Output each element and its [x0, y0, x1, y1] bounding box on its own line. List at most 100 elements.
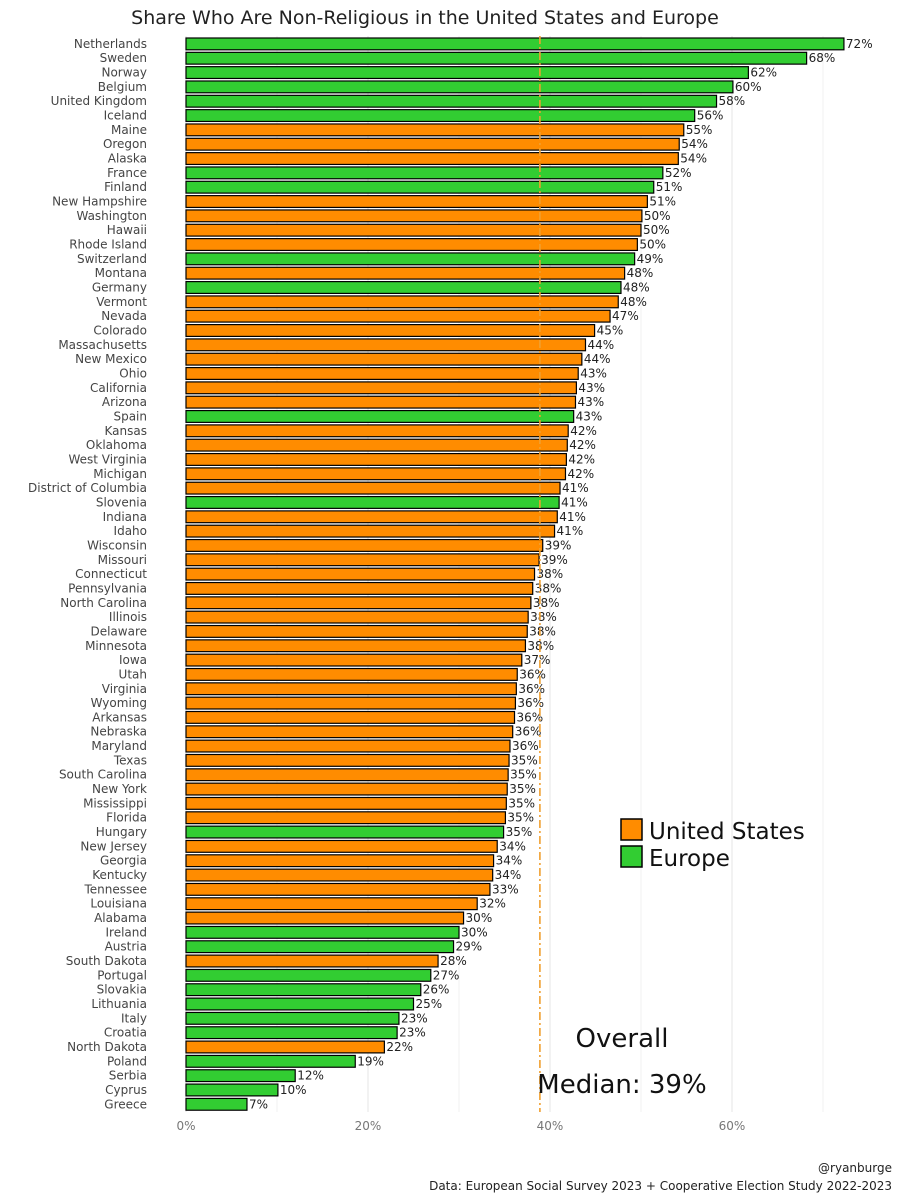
category-label: Oklahoma	[86, 438, 147, 452]
value-label: 35%	[510, 768, 537, 782]
category-label: Lithuania	[91, 997, 147, 1011]
bar	[185, 338, 587, 352]
x-tick-label: 0%	[176, 1119, 195, 1133]
category-label: Vermont	[96, 295, 147, 309]
category-label: Virginia	[102, 682, 147, 696]
value-label: 35%	[511, 753, 538, 767]
category-label: Florida	[106, 811, 147, 825]
category-label: Spain	[113, 409, 147, 423]
bar	[185, 940, 455, 954]
category-label: Louisiana	[90, 897, 147, 911]
value-label: 7%	[249, 1097, 268, 1111]
category-label: Indiana	[103, 510, 147, 524]
value-label: 41%	[559, 510, 586, 524]
value-label: 38%	[537, 567, 564, 581]
bar	[185, 438, 568, 452]
bar	[185, 209, 643, 223]
category-label: Hawaii	[107, 223, 147, 237]
category-label: New York	[92, 782, 147, 796]
caption-source: Data: European Social Survey 2023 + Coop…	[429, 1179, 892, 1193]
value-label: 42%	[569, 438, 596, 452]
bar	[185, 653, 523, 667]
category-label: Serbia	[109, 1069, 147, 1083]
x-axis-ticks: 0% 20% 40% 60%	[176, 1119, 745, 1133]
value-label: 50%	[639, 238, 666, 252]
value-label: 10%	[280, 1083, 307, 1097]
value-label: 47%	[612, 309, 639, 323]
bar	[185, 839, 498, 853]
bar	[185, 1097, 248, 1111]
value-label: 35%	[507, 811, 534, 825]
bars	[185, 37, 845, 1111]
category-label: North Carolina	[60, 596, 147, 610]
value-label: 42%	[570, 424, 597, 438]
bar	[185, 1040, 385, 1054]
bar	[185, 710, 516, 724]
bar	[185, 610, 529, 624]
value-label: 68%	[809, 51, 836, 65]
category-label: Connecticut	[75, 567, 147, 581]
value-label: 38%	[533, 596, 560, 610]
category-label: Massachusetts	[58, 338, 147, 352]
value-label: 41%	[557, 524, 584, 538]
category-label: Poland	[107, 1054, 147, 1068]
bar	[185, 596, 532, 610]
category-label: Portugal	[97, 968, 147, 982]
bar	[185, 51, 808, 65]
bar	[185, 796, 507, 810]
category-label: Sweden	[100, 51, 147, 65]
value-label: 23%	[401, 1011, 428, 1025]
value-label: 58%	[719, 94, 746, 108]
bar	[185, 467, 567, 481]
bar	[185, 682, 517, 696]
value-label: 43%	[580, 366, 607, 380]
value-label: 51%	[656, 180, 683, 194]
value-label: 45%	[597, 324, 624, 338]
bar	[185, 238, 638, 252]
category-label: Nevada	[101, 309, 147, 323]
value-label: 28%	[440, 954, 467, 968]
bar	[185, 524, 556, 538]
bar	[185, 166, 664, 180]
value-label: 62%	[750, 66, 777, 80]
bar	[185, 911, 465, 925]
bar	[185, 366, 579, 380]
bar	[185, 997, 415, 1011]
value-label: 48%	[620, 295, 647, 309]
bar	[185, 696, 517, 710]
value-label: 36%	[519, 667, 546, 681]
category-label: Slovenia	[96, 495, 147, 509]
category-label: Michigan	[93, 467, 147, 481]
bar	[185, 281, 622, 295]
value-label: 32%	[479, 897, 506, 911]
value-label: 39%	[545, 538, 572, 552]
legend-label-united-states: United States	[649, 819, 805, 845]
value-label: 38%	[529, 624, 556, 638]
category-label: Ohio	[119, 366, 147, 380]
bar	[185, 753, 510, 767]
category-label: Austria	[105, 940, 147, 954]
value-label: 51%	[649, 195, 676, 209]
category-label: New Mexico	[75, 352, 147, 366]
category-label: Switzerland	[77, 252, 147, 266]
category-label: Nebraska	[90, 725, 147, 739]
value-label: 36%	[518, 682, 545, 696]
value-label: 12%	[297, 1069, 324, 1083]
bar	[185, 567, 536, 581]
category-label: Minnesota	[85, 639, 147, 653]
bar	[185, 1054, 356, 1068]
category-label: New Jersey	[80, 839, 147, 853]
value-label: 37%	[524, 653, 551, 667]
value-label: 56%	[697, 109, 724, 123]
bar	[185, 897, 478, 911]
category-label: Slovakia	[97, 983, 147, 997]
value-label: 42%	[568, 452, 595, 466]
category-label: Mississippi	[83, 796, 147, 810]
category-label: Illinois	[109, 610, 147, 624]
bar	[185, 352, 583, 366]
category-label: Belgium	[98, 80, 147, 94]
category-label: Tennessee	[83, 882, 147, 896]
bar	[185, 739, 511, 753]
bar	[185, 553, 540, 567]
bar	[185, 409, 575, 423]
